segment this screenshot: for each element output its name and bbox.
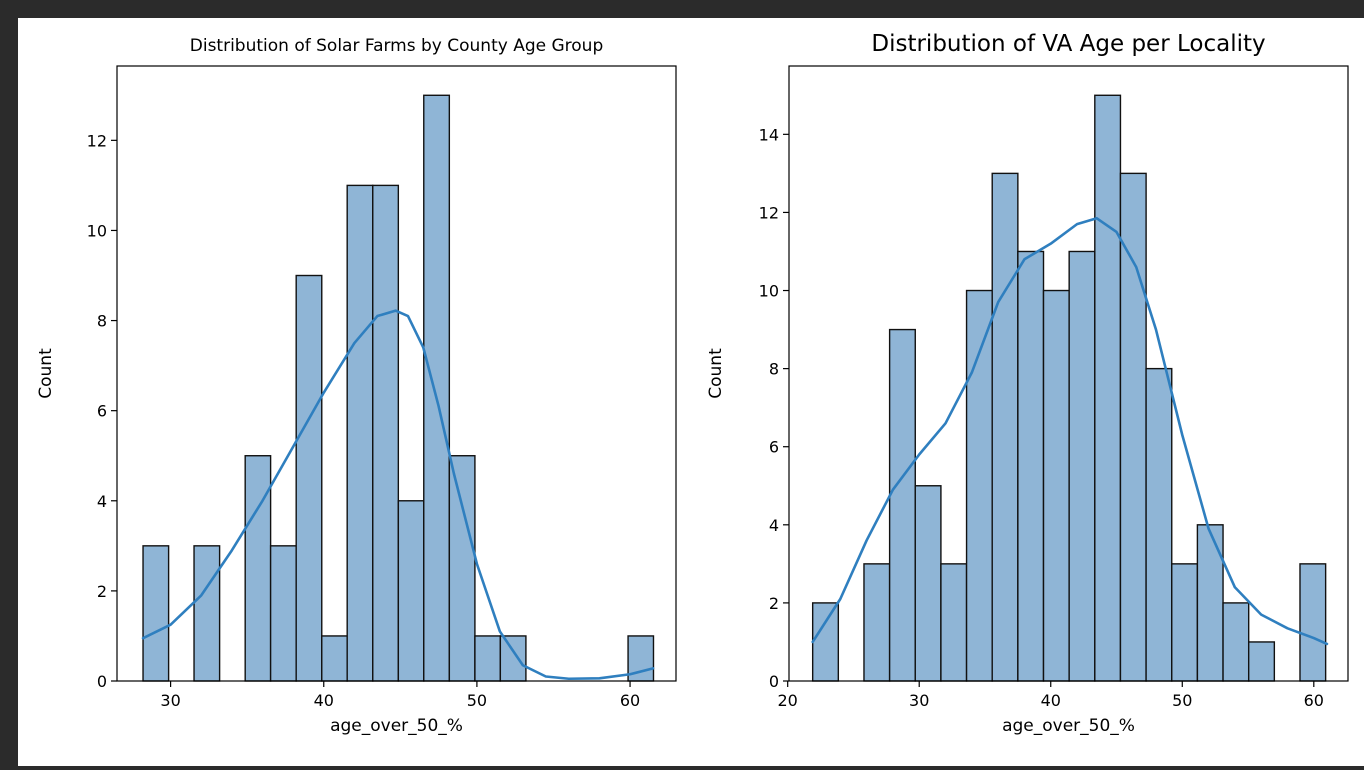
histogram-bar — [863, 563, 891, 682]
x-tick-label: 40 — [314, 691, 334, 710]
y-tick-label: 8 — [97, 312, 107, 331]
y-tick-label: 12 — [759, 203, 779, 222]
histogram-bar — [1017, 250, 1045, 682]
kde-line — [811, 216, 1329, 646]
axes-frame — [116, 65, 677, 682]
histogram-bar — [448, 455, 476, 682]
histogram-bar — [193, 545, 221, 682]
x-tick-label: 20 — [778, 691, 798, 710]
histogram-bar — [499, 635, 527, 682]
histogram-bar — [991, 172, 1019, 682]
y-axis-label: Count — [706, 348, 726, 399]
histogram-bar — [940, 563, 968, 682]
histogram-bar — [914, 485, 942, 682]
chart-title: Distribution of VA Age per Locality — [871, 31, 1265, 57]
histogram-bar — [423, 94, 451, 682]
histogram-bars — [142, 94, 655, 682]
y-axis-label: Count — [36, 348, 56, 399]
histogram-bar — [474, 635, 502, 682]
x-tick-label: 30 — [909, 691, 929, 710]
x-tick-label: 60 — [620, 691, 640, 710]
kde-line — [141, 309, 655, 681]
x-tick-label: 60 — [1304, 691, 1324, 710]
axes-frame — [788, 65, 1349, 682]
histogram-bar — [321, 635, 348, 682]
y-tick-label: 2 — [97, 582, 107, 601]
x-axis-label: age_over_50_% — [330, 716, 463, 736]
histogram-bar — [1299, 563, 1327, 682]
y-tick-label: 14 — [759, 125, 779, 144]
y-tick-label: 6 — [97, 402, 107, 421]
x-tick-label: 40 — [1041, 691, 1061, 710]
y-tick-label: 10 — [759, 282, 779, 301]
x-tick-label: 30 — [160, 691, 180, 710]
histogram-bar — [269, 545, 297, 682]
y-tick-label: 4 — [97, 492, 107, 511]
histogram-bar — [811, 602, 840, 682]
histogram-bar — [1094, 94, 1122, 682]
histogram-bar — [888, 328, 916, 682]
x-tick-label: 50 — [467, 691, 487, 710]
histogram-bar — [142, 545, 170, 682]
y-tick-label: 10 — [87, 221, 107, 240]
y-tick-label: 8 — [769, 360, 779, 379]
y-tick-label: 0 — [769, 672, 779, 691]
histogram-bar — [1068, 250, 1096, 682]
y-tick-label: 4 — [769, 516, 779, 535]
y-tick-label: 0 — [97, 672, 107, 691]
histogram-bar — [346, 184, 374, 682]
y-tick-label: 2 — [769, 594, 779, 613]
chart-panel-2: 20 30 40 50 60 0 2 4 6 8 10 12 14 Distribution of VA … — [706, 31, 1349, 736]
histogram-bar — [1222, 602, 1250, 682]
histogram-bar — [1042, 289, 1070, 682]
x-axis-label: age_over_50_% — [1002, 716, 1135, 736]
histogram-bar — [1247, 641, 1276, 682]
histogram-bar — [372, 184, 400, 682]
histogram-bar — [1145, 367, 1173, 682]
histogram-bar — [1196, 524, 1224, 682]
chart-title: Distribution of Solar Farms by County Ag… — [190, 36, 604, 56]
histogram-bar — [1119, 172, 1147, 682]
y-tick-label: 12 — [87, 131, 107, 150]
histogram-bar — [295, 274, 323, 682]
histogram-bars — [811, 94, 1327, 682]
chart-panel-1: 30 40 50 60 0 2 4 6 8 10 12 Distribution of Solar F… — [36, 36, 677, 736]
figure-canvas: 30 40 50 60 0 2 4 6 8 10 12 Distribution of Solar F… — [18, 18, 1364, 766]
x-tick-label: 50 — [1172, 691, 1192, 710]
y-tick-label: 6 — [769, 438, 779, 457]
histogram-bar — [1171, 563, 1199, 682]
histogram-bar — [244, 455, 272, 682]
histogram-bar — [397, 500, 425, 682]
